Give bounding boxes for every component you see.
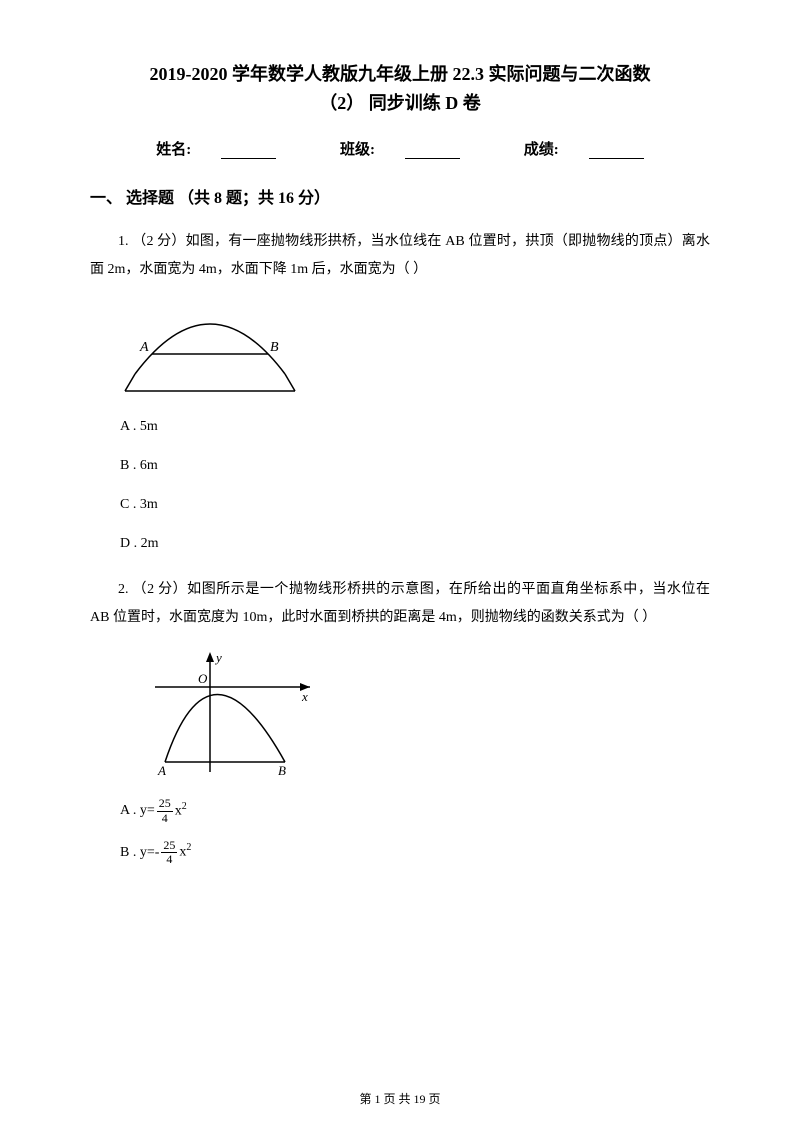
figure2-label-y: y [214,650,222,665]
title-line-1: 2019-2020 学年数学人教版九年级上册 22.3 实际问题与二次函数 [90,60,710,89]
figure2-label-x: x [301,689,308,704]
title-line-2: （2） 同步训练 D 卷 [90,89,710,118]
figure1-label-a: A [139,340,149,355]
page-footer: 第 1 页 共 19 页 [0,1090,800,1107]
figure2-label-a: A [157,763,166,777]
fraction-a: 25 4 [157,797,173,824]
question-1-text: 1. （2 分）如图，有一座抛物线形拱桥，当水位线在 AB 位置时，拱顶（即抛物… [90,228,710,284]
q1-option-b: B . 6m [120,453,710,478]
q1-option-d: D . 2m [120,531,710,556]
q2-option-a: A . y= 25 4 x2 [120,797,710,824]
fraction-b: 25 4 [161,839,177,866]
name-label: 姓名: [141,138,291,159]
q1-option-a: A . 5m [120,414,710,439]
info-row: 姓名: 班级: 成绩: [90,138,710,159]
question-1-figure: A B [120,299,710,399]
question-2-figure: y x O A B [150,647,710,782]
figure2-label-o: O [198,671,208,686]
figure1-label-b: B [270,340,279,355]
figure2-label-b: B [278,763,286,777]
question-2-text: 2. （2 分）如图所示是一个抛物线形桥拱的示意图，在所给出的平面直角坐标系中，… [90,576,710,632]
score-label: 成绩: [509,138,659,159]
section-1-heading: 一、 选择题 （共 8 题；共 16 分） [90,184,710,208]
q2-option-b: B . y=- 25 4 x2 [120,839,710,866]
q1-option-c: C . 3m [120,492,710,517]
class-label: 班级: [325,138,475,159]
